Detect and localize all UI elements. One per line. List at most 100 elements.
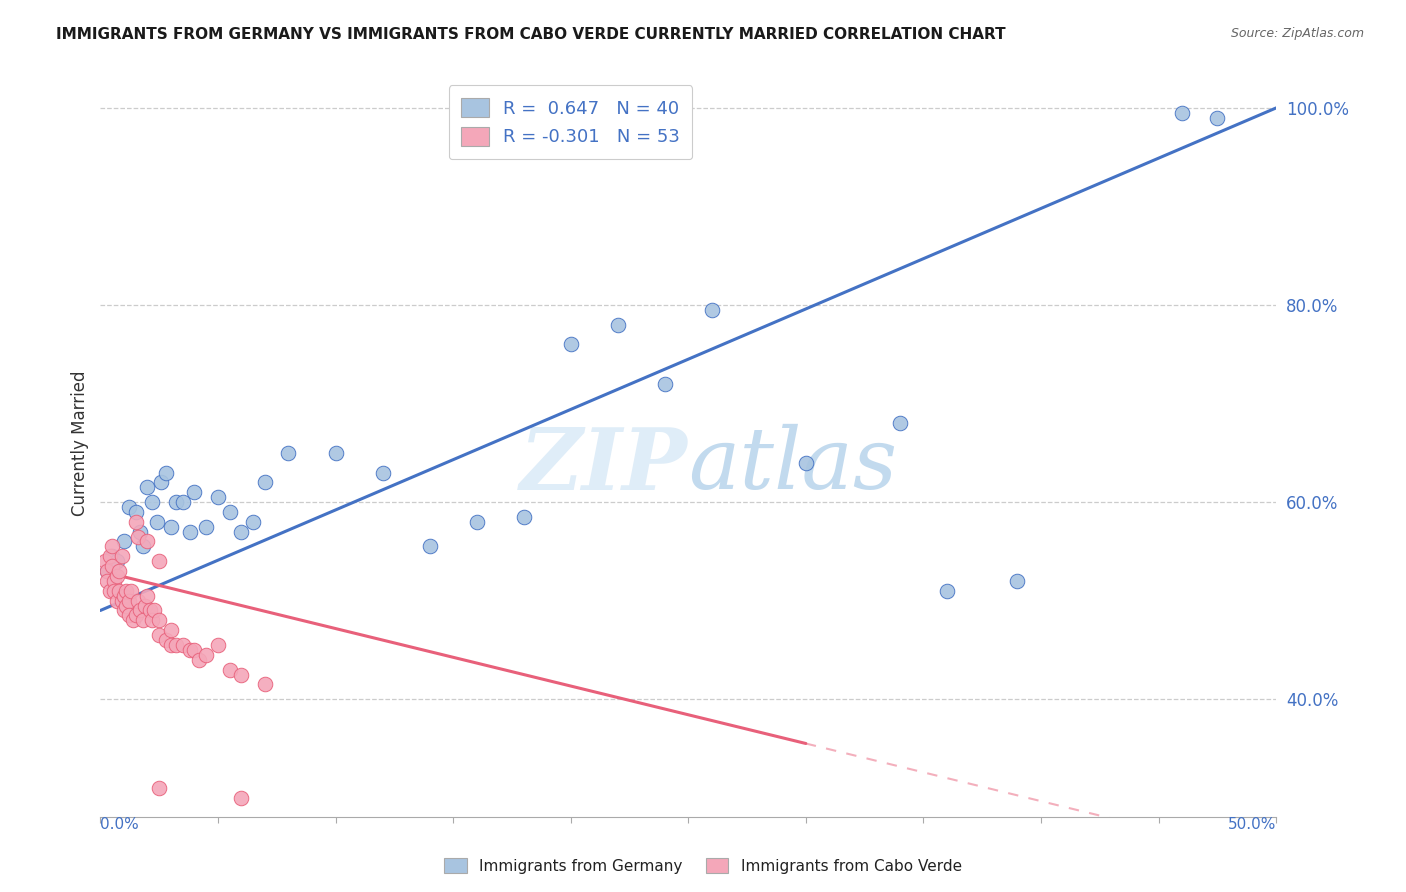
Point [112, 603, 135, 617]
Text: 0.0%: 0.0% [100, 817, 139, 832]
Point [277, 446, 299, 460]
Point [1206, 111, 1229, 125]
Point [141, 613, 163, 627]
Point [101, 559, 124, 574]
Point [110, 593, 132, 607]
Point [253, 475, 276, 490]
Point [136, 534, 159, 549]
Point [96, 564, 118, 578]
Point [105, 593, 128, 607]
Text: ZIP: ZIP [520, 424, 688, 508]
Point [124, 515, 146, 529]
Point [131, 613, 153, 627]
Point [188, 653, 211, 667]
Point [150, 475, 173, 490]
Point [231, 790, 253, 805]
Point [129, 603, 152, 617]
Point [160, 638, 183, 652]
Legend: Immigrants from Germany, Immigrants from Cabo Verde: Immigrants from Germany, Immigrants from… [439, 852, 967, 880]
Point [120, 583, 142, 598]
Point [935, 583, 957, 598]
Point [195, 648, 218, 662]
Point [465, 515, 488, 529]
Point [98, 583, 121, 598]
Point [207, 490, 229, 504]
Point [105, 569, 128, 583]
Point [231, 667, 253, 681]
Point [606, 318, 628, 332]
Point [101, 549, 124, 564]
Point [96, 574, 118, 588]
Point [122, 613, 145, 627]
Point [101, 540, 124, 554]
Point [183, 485, 205, 500]
Point [700, 302, 723, 317]
Point [218, 663, 240, 677]
Point [103, 583, 125, 598]
Point [127, 593, 149, 607]
Point [94, 554, 117, 568]
Point [115, 583, 138, 598]
Point [117, 500, 139, 514]
Legend: R =  0.647   N = 40, R = -0.301   N = 53: R = 0.647 N = 40, R = -0.301 N = 53 [449, 85, 693, 159]
Point [131, 540, 153, 554]
Point [207, 638, 229, 652]
Point [155, 633, 177, 648]
Text: IMMIGRANTS FROM GERMANY VS IMMIGRANTS FROM CABO VERDE CURRENTLY MARRIED CORRELAT: IMMIGRANTS FROM GERMANY VS IMMIGRANTS FR… [56, 27, 1005, 42]
Point [160, 519, 183, 533]
Point [148, 613, 170, 627]
Point [218, 505, 240, 519]
Point [195, 519, 218, 533]
Point [143, 603, 166, 617]
Point [98, 549, 121, 564]
Point [1171, 106, 1194, 120]
Point [117, 593, 139, 607]
Point [146, 515, 169, 529]
Point [129, 524, 152, 539]
Point [148, 780, 170, 795]
Point [124, 505, 146, 519]
Point [124, 608, 146, 623]
Point [242, 515, 264, 529]
Point [108, 583, 131, 598]
Point [179, 524, 201, 539]
Point [112, 534, 135, 549]
Text: Source: ZipAtlas.com: Source: ZipAtlas.com [1230, 27, 1364, 40]
Point [155, 466, 177, 480]
Point [179, 643, 201, 657]
Point [138, 603, 160, 617]
Point [136, 589, 159, 603]
Point [231, 524, 253, 539]
Y-axis label: Currently Married: Currently Married [72, 370, 89, 516]
Point [141, 495, 163, 509]
Point [654, 376, 676, 391]
Point [103, 574, 125, 588]
Point [325, 446, 347, 460]
Point [105, 554, 128, 568]
Point [165, 638, 187, 652]
Point [419, 540, 441, 554]
Point [148, 628, 170, 642]
Point [253, 677, 276, 691]
Point [172, 495, 194, 509]
Point [560, 337, 582, 351]
Point [889, 416, 911, 430]
Point [112, 589, 135, 603]
Point [136, 480, 159, 494]
Point [127, 530, 149, 544]
Point [160, 623, 183, 637]
Point [110, 549, 132, 564]
Point [512, 509, 534, 524]
Point [794, 456, 817, 470]
Text: atlas: atlas [688, 424, 897, 507]
Point [172, 638, 194, 652]
Point [117, 608, 139, 623]
Point [115, 599, 138, 613]
Text: 50.0%: 50.0% [1227, 817, 1277, 832]
Point [108, 564, 131, 578]
Point [371, 466, 394, 480]
Point [134, 599, 156, 613]
Point [148, 554, 170, 568]
Point [183, 643, 205, 657]
Point [96, 564, 118, 578]
